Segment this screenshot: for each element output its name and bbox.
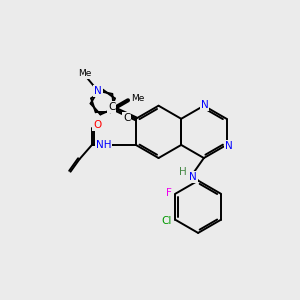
Text: N: N xyxy=(94,86,102,96)
Text: F: F xyxy=(166,188,172,198)
Text: NH: NH xyxy=(96,140,111,150)
Text: H: H xyxy=(179,167,187,177)
Text: N: N xyxy=(201,100,208,110)
Text: Me: Me xyxy=(78,69,91,78)
Text: Cl: Cl xyxy=(161,216,172,226)
Text: O: O xyxy=(93,120,101,130)
Text: Me: Me xyxy=(131,94,144,103)
Text: N: N xyxy=(225,140,233,151)
Text: C: C xyxy=(108,102,116,112)
Text: N: N xyxy=(189,172,197,182)
Text: C: C xyxy=(123,113,130,123)
